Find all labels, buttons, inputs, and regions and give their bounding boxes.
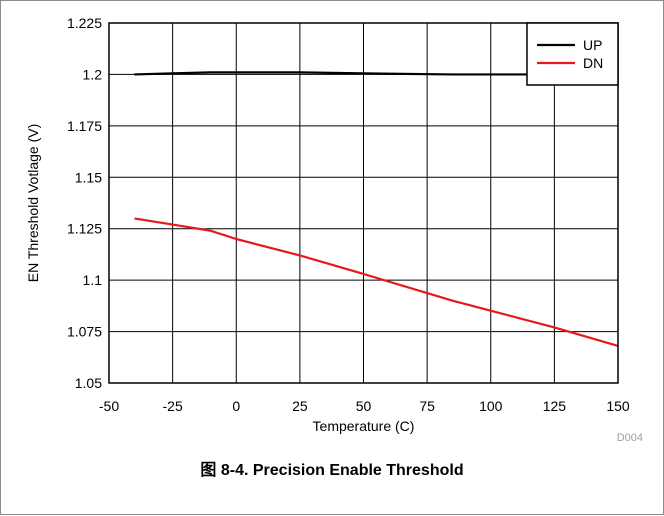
legend-label-dn: DN bbox=[583, 55, 603, 71]
y-tick-labels: 1.05 1.075 1.1 1.125 1.15 1.175 1.2 1.225 bbox=[67, 15, 102, 391]
y-tick-label: 1.075 bbox=[67, 324, 102, 340]
series-line-up bbox=[134, 71, 555, 76]
series-line-dn bbox=[134, 217, 619, 348]
legend-box bbox=[526, 22, 619, 86]
y-tick-label: 1.175 bbox=[67, 118, 102, 134]
x-tick-label: 125 bbox=[543, 398, 567, 414]
series-lines bbox=[134, 71, 619, 348]
x-tick-labels: -50 -25 0 25 50 75 100 125 150 bbox=[99, 398, 630, 414]
x-axis-title: Temperature (C) bbox=[313, 418, 415, 434]
x-tick-label: -50 bbox=[99, 398, 119, 414]
legend-label-up: UP bbox=[583, 37, 602, 53]
y-tick-label: 1.125 bbox=[67, 221, 102, 237]
figure-id-label: D004 bbox=[617, 432, 643, 444]
y-tick-label: 1.15 bbox=[75, 169, 102, 185]
y-tick-label: 1.225 bbox=[67, 15, 102, 31]
y-tick-label: 1.05 bbox=[75, 375, 102, 391]
y-tick-label: 1.2 bbox=[83, 66, 103, 82]
x-tick-label: -25 bbox=[163, 398, 183, 414]
y-axis-title: EN Threshold Votlage (V) bbox=[25, 124, 41, 283]
x-tick-label: 50 bbox=[356, 398, 372, 414]
plot-area-border bbox=[108, 22, 619, 384]
x-tick-label: 150 bbox=[606, 398, 630, 414]
x-tick-label: 0 bbox=[232, 398, 240, 414]
y-tick-label: 1.1 bbox=[83, 272, 103, 288]
x-tick-label: 75 bbox=[419, 398, 435, 414]
frame-top-border bbox=[0, 0, 664, 1]
x-tick-label: 25 bbox=[292, 398, 308, 414]
legend: UP DN bbox=[526, 22, 619, 86]
figure-caption: 图 8-4. Precision Enable Threshold bbox=[200, 462, 464, 479]
x-tick-label: 100 bbox=[479, 398, 503, 414]
